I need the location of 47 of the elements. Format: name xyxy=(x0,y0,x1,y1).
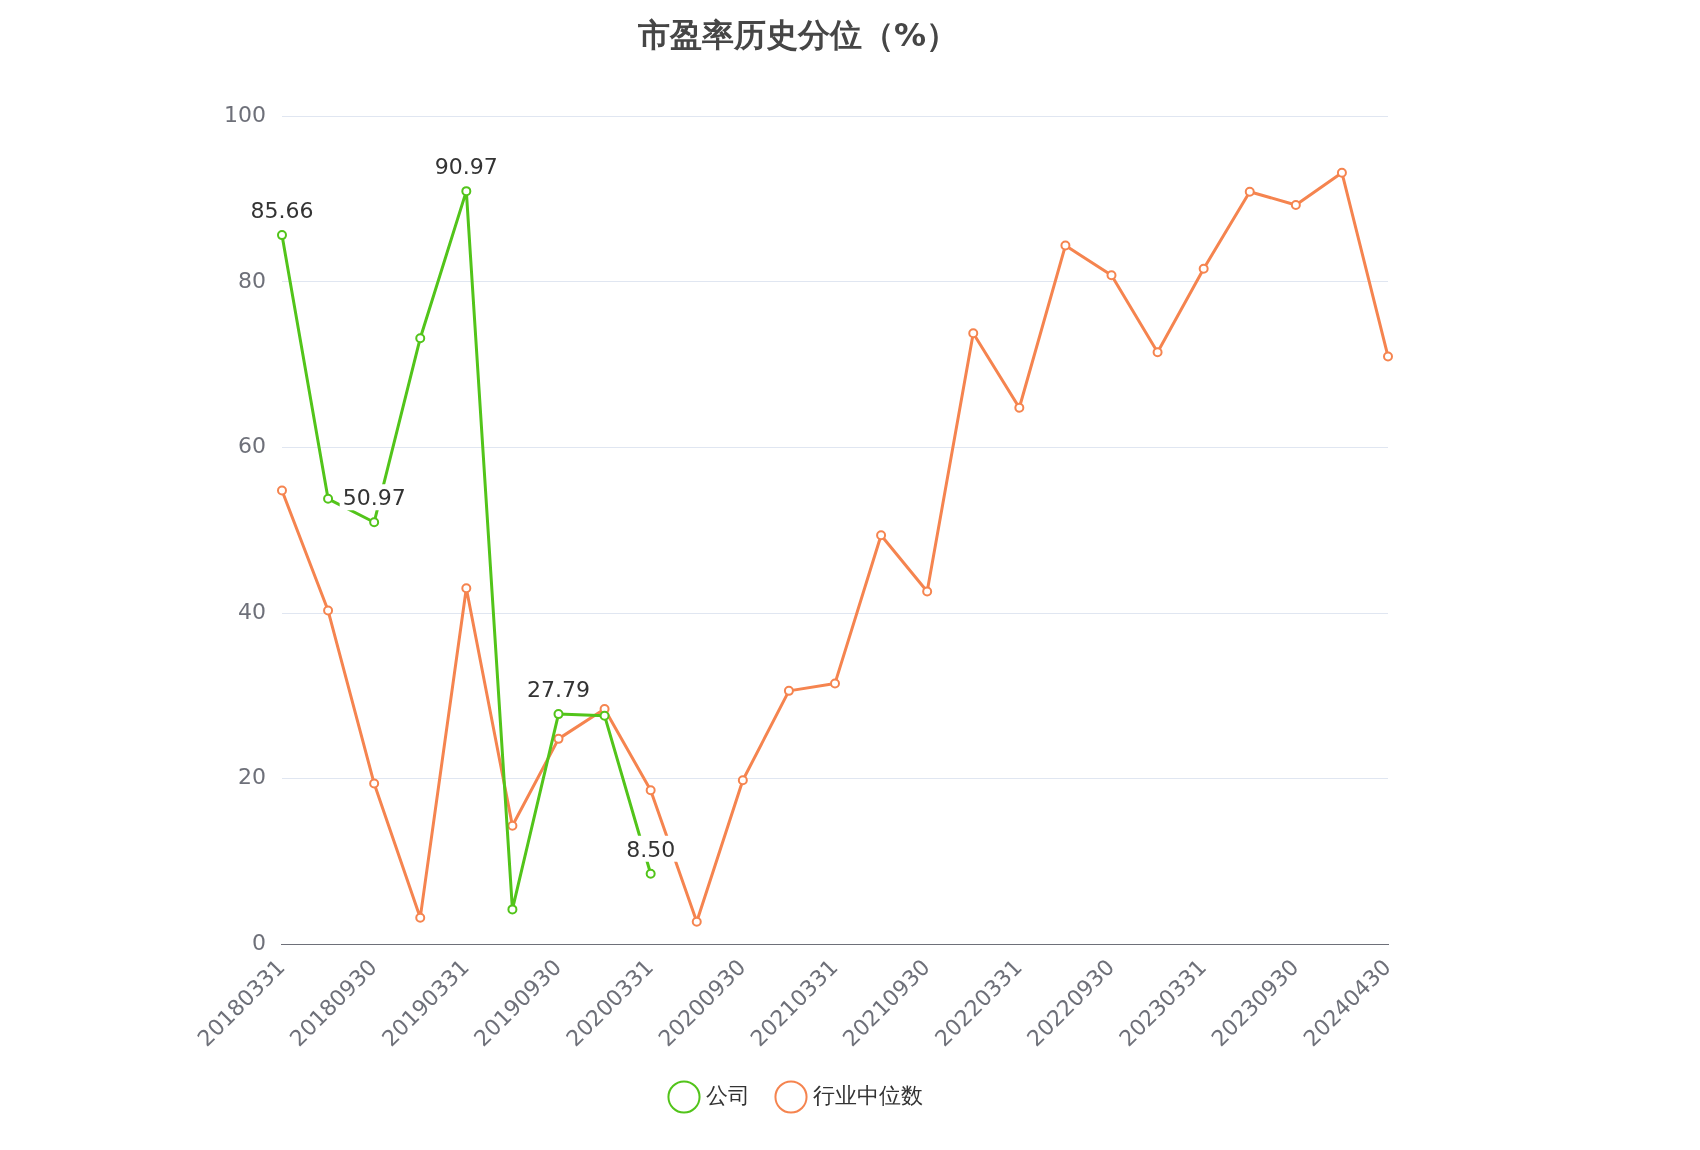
point xyxy=(1060,240,1071,251)
y-tick-label: 60 xyxy=(237,433,266,459)
point xyxy=(645,868,656,879)
y-tick-label: 20 xyxy=(237,764,266,790)
point xyxy=(553,709,564,720)
point xyxy=(276,485,287,496)
data-label: 90.97 xyxy=(434,153,498,179)
point xyxy=(461,186,472,197)
point xyxy=(323,493,334,504)
point xyxy=(1244,186,1255,197)
point xyxy=(507,904,518,915)
chart-title: 市盈率历史分位（%） xyxy=(636,15,959,54)
point xyxy=(461,583,472,594)
y-tick-label: 0 xyxy=(251,929,266,955)
y-tick-label: 80 xyxy=(237,267,266,293)
point xyxy=(645,785,656,796)
point xyxy=(1198,263,1209,274)
point xyxy=(1383,351,1393,362)
point xyxy=(507,820,518,831)
y-tick-label: 100 xyxy=(223,102,266,128)
data-label: 50.97 xyxy=(342,484,406,510)
point xyxy=(276,230,287,241)
point xyxy=(968,328,979,339)
point xyxy=(1106,270,1117,281)
point xyxy=(876,530,887,541)
point xyxy=(323,605,334,616)
legend-label: 行业中位数 xyxy=(813,1082,923,1108)
legend-label: 公司 xyxy=(706,1082,750,1108)
point xyxy=(691,916,702,927)
point xyxy=(737,775,748,786)
data-label: 27.79 xyxy=(527,676,590,702)
point xyxy=(553,733,564,744)
data-label: 85.66 xyxy=(250,197,314,223)
point xyxy=(1336,167,1347,178)
point xyxy=(1152,347,1163,358)
point xyxy=(1290,199,1301,210)
point xyxy=(369,517,380,528)
point xyxy=(415,333,426,344)
y-tick-label: 40 xyxy=(237,598,266,624)
point xyxy=(1014,402,1025,413)
point xyxy=(830,678,840,689)
point xyxy=(369,778,380,789)
point xyxy=(599,710,610,721)
point xyxy=(783,685,794,696)
point xyxy=(415,912,426,923)
data-label: 8.50 xyxy=(626,836,676,862)
point xyxy=(922,586,933,597)
